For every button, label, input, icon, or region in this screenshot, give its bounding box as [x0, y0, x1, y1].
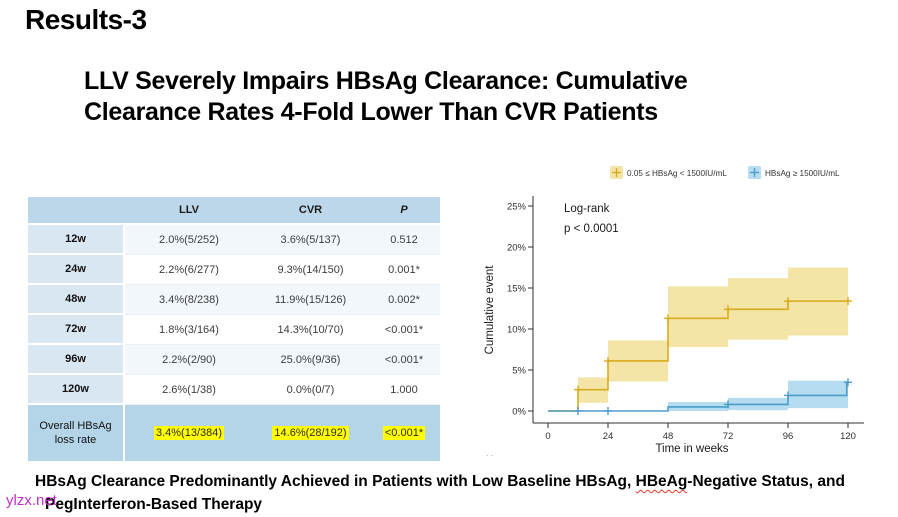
cell-cvr: 25.0%(9/36)	[253, 345, 368, 375]
cell-llv-overall: 3.4%(13/384)	[125, 405, 253, 461]
subtitle-line-1: LLV Severely Impairs HBsAg Clearance: Cu…	[84, 67, 688, 95]
cell-cvr-overall: 14.6%(28/192)	[253, 405, 368, 461]
cell-p: <0.001*	[368, 315, 440, 345]
row-label: 96w	[28, 345, 125, 375]
footer-text-spellchecked: HBeAg	[635, 473, 688, 490]
svg-text:24: 24	[603, 431, 614, 442]
censor-marks	[574, 378, 852, 415]
legend-entry: 0.05 ≤ HBsAg < 1500IU/mL	[610, 166, 727, 179]
table-row: 72w 1.8%(3/164) 14.3%(10/70) <0.001*	[28, 315, 440, 345]
cell-llv: 3.4%(8/238)	[125, 285, 253, 315]
table-row: 120w 2.6%(1/38) 0.0%(0/7) 1.000	[28, 375, 440, 405]
logrank-annotation: Log-rank	[564, 203, 610, 215]
cell-p: 0.001*	[368, 255, 440, 285]
cell-p: 0.512	[368, 225, 440, 255]
hbsag-loss-table: LLV CVR P 12w 2.0%(5/252) 3.6%(5/137) 0.512…	[28, 197, 440, 461]
slide-subtitle: LLV Severely Impairs HBsAg Clearance: Cu…	[84, 66, 688, 128]
cell-cvr: 0.0%(0/7)	[253, 375, 368, 405]
header-cvr: CVR	[253, 197, 368, 225]
footer-text-1: HBsAg Clearance Predominantly Achieved i…	[35, 473, 636, 490]
watermark: ylzx.net	[6, 492, 57, 509]
survival-step-line	[548, 381, 848, 412]
axes	[528, 196, 864, 428]
table-row: 96w 2.2%(2/90) 25.0%(9/36) <0.001*	[28, 345, 440, 375]
row-label: 12w	[28, 225, 125, 255]
table-row: 12w 2.0%(5/252) 3.6%(5/137) 0.512	[28, 225, 440, 255]
cell-cvr: 9.3%(14/150)	[253, 255, 368, 285]
row-label-overall: Overall HBsAg loss rate	[28, 405, 125, 461]
row-label: 48w	[28, 285, 125, 315]
footer-note: HBsAg Clearance Predominantly Achieved i…	[35, 470, 887, 517]
cell-llv: 1.8%(3/164)	[125, 315, 253, 345]
subtitle-line-2: Clearance Rates 4-Fold Lower Than CVR Pa…	[84, 98, 658, 126]
svg-text:25%: 25%	[507, 202, 527, 213]
row-label: 120w	[28, 375, 125, 405]
footer-text-2: -Negative Status, and	[687, 473, 845, 490]
svg-text:10%: 10%	[507, 325, 527, 336]
legend-entry: HBsAg ≥ 1500IU/mL	[748, 166, 840, 179]
highlighted-value: 14.6%(28/192)	[272, 426, 349, 440]
header-llv: LLV	[125, 197, 253, 225]
x-axis-label: Time in weeks	[655, 443, 728, 453]
svg-text:72: 72	[723, 431, 734, 442]
cell-p: <0.001*	[368, 345, 440, 375]
legend-label: 0.05 ≤ HBsAg < 1500IU/mL	[627, 169, 727, 178]
legend-label: HBsAg ≥ 1500IU/mL	[765, 169, 840, 178]
header-empty	[28, 197, 125, 225]
cell-p: 1.000	[368, 375, 440, 405]
results-table: LLV CVR P 12w 2.0%(5/252) 3.6%(5/137) 0.512…	[28, 197, 440, 461]
artifact-dots: ..	[486, 448, 496, 458]
footer-text-line2: PegInterferon-Based Therapy	[45, 496, 263, 514]
row-label: 72w	[28, 315, 125, 345]
censor-marks	[574, 297, 852, 394]
svg-text:0%: 0%	[512, 407, 526, 418]
row-label: 24w	[28, 255, 125, 285]
cell-llv: 2.2%(6/277)	[125, 255, 253, 285]
page-title: Results-3	[25, 4, 147, 35]
table-body: 12w 2.0%(5/252) 3.6%(5/137) 0.512 24w 2.2%(6/…	[28, 225, 440, 461]
svg-text:15%: 15%	[507, 284, 527, 295]
y-axis-label: Cumulative event	[484, 265, 496, 355]
highlighted-value: <0.001*	[382, 426, 426, 440]
table-header-row: LLV CVR P	[28, 197, 440, 225]
table-row: 48w 3.4%(8/238) 11.9%(15/126) 0.002*	[28, 285, 440, 315]
cell-p: 0.002*	[368, 285, 440, 315]
svg-text:20%: 20%	[507, 243, 527, 254]
table-row-overall: Overall HBsAg loss rate 3.4%(13/384) 14.…	[28, 405, 440, 461]
cell-llv: 2.2%(2/90)	[125, 345, 253, 375]
svg-text:96: 96	[783, 431, 794, 442]
svg-text:0: 0	[545, 431, 550, 442]
cell-llv: 2.6%(1/38)	[125, 375, 253, 405]
svg-text:48: 48	[663, 431, 674, 442]
tick-labels: 0 24 48 72 96 120 0% 5% 10% 15% 20% 25%	[507, 202, 856, 443]
cell-cvr: 14.3%(10/70)	[253, 315, 368, 345]
km-chart: 0 24 48 72 96 120 0% 5% 10% 15% 20% 25% Time in week…	[484, 166, 864, 453]
table-row: 24w 2.2%(6/277) 9.3%(14/150) 0.001*	[28, 255, 440, 285]
highlighted-value: 3.4%(13/384)	[153, 426, 225, 440]
logrank-annotation: p < 0.0001	[564, 223, 619, 235]
cell-cvr: 11.9%(15/126)	[253, 285, 368, 315]
header-p: P	[368, 197, 440, 225]
cell-p-overall: <0.001*	[368, 405, 440, 461]
svg-text:5%: 5%	[512, 366, 526, 377]
svg-text:120: 120	[840, 431, 856, 442]
cell-cvr: 3.6%(5/137)	[253, 225, 368, 255]
cell-llv: 2.0%(5/252)	[125, 225, 253, 255]
